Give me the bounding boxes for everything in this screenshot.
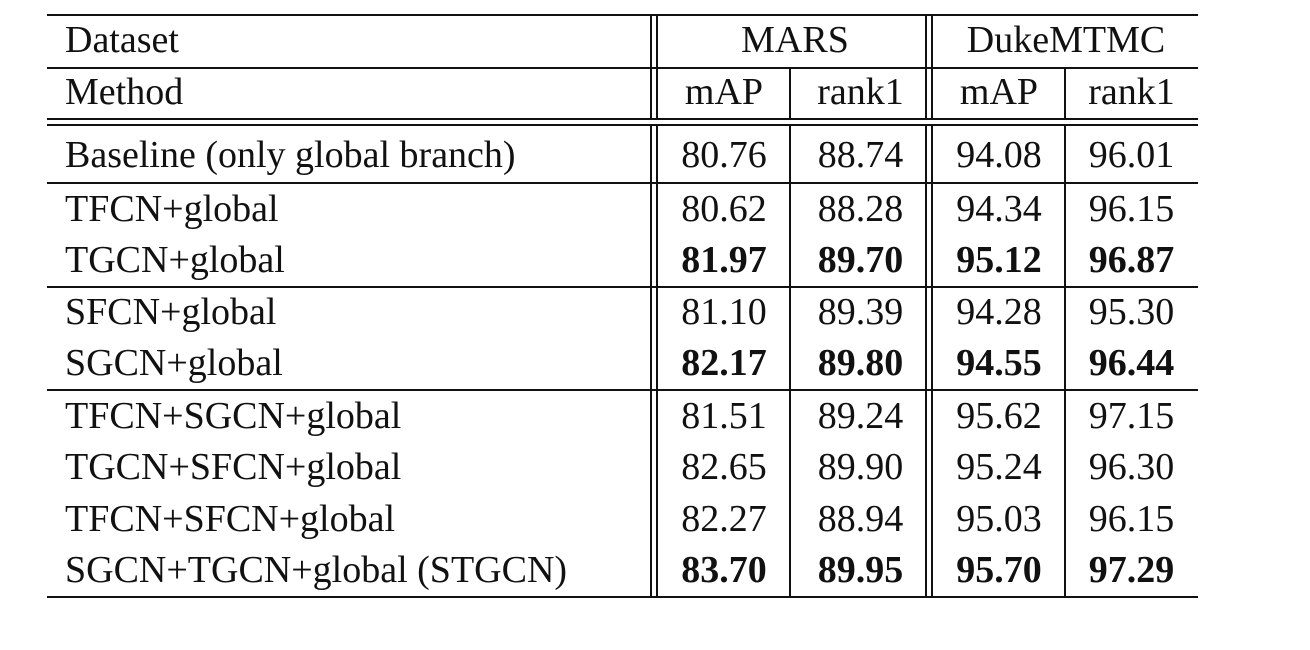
value-cell: 83.70 xyxy=(681,549,767,591)
value-cell: 95.03 xyxy=(956,498,1042,540)
vrule-duke-inner xyxy=(1064,124,1066,598)
header-bottom-rule-1 xyxy=(47,118,1198,120)
value-cell: 97.29 xyxy=(1088,549,1175,591)
value-cell: 95.70 xyxy=(956,549,1042,591)
vrule-method-a xyxy=(650,124,652,598)
vrule-mars-inner-top xyxy=(789,67,791,120)
value-cell: 88.28 xyxy=(817,188,904,230)
value-cell: 96.15 xyxy=(1088,498,1175,540)
vrule-method-b xyxy=(656,124,658,598)
value-cell: 96.15 xyxy=(1088,188,1175,230)
top-rule xyxy=(47,14,1198,16)
value-cell: 94.55 xyxy=(956,342,1042,384)
vrule-method-b-top xyxy=(656,14,658,120)
value-cell: 95.30 xyxy=(1088,291,1175,333)
value-cell: 88.74 xyxy=(817,134,904,176)
mars-rank1-header: rank1 xyxy=(817,71,904,113)
value-cell: 89.95 xyxy=(817,549,904,591)
group-rule-1 xyxy=(47,182,1198,184)
vrule-mars-duke-a-top xyxy=(925,14,927,120)
method-cell: SGCN+global xyxy=(65,342,283,384)
value-cell: 96.30 xyxy=(1088,446,1175,488)
bottom-rule xyxy=(47,596,1198,598)
value-cell: 81.51 xyxy=(681,395,767,437)
vrule-mars-duke-a xyxy=(925,124,927,598)
value-cell: 82.27 xyxy=(681,498,767,540)
value-cell: 94.34 xyxy=(956,188,1042,230)
vrule-method-a-top xyxy=(650,14,652,120)
value-cell: 82.17 xyxy=(681,342,767,384)
method-cell: TGCN+global xyxy=(65,239,285,281)
header-mid-rule xyxy=(47,67,1198,69)
value-cell: 95.24 xyxy=(956,446,1042,488)
mars-group-header: MARS xyxy=(741,19,849,61)
value-cell: 89.24 xyxy=(817,395,904,437)
method-cell: TFCN+SFCN+global xyxy=(65,498,396,540)
value-cell: 82.65 xyxy=(681,446,767,488)
vrule-mars-duke-b xyxy=(931,124,933,598)
dataset-header: Dataset xyxy=(65,19,179,61)
vrule-mars-duke-b-top xyxy=(931,14,933,120)
value-cell: 80.62 xyxy=(681,188,767,230)
group-rule-2 xyxy=(47,286,1198,288)
value-cell: 89.39 xyxy=(817,291,904,333)
value-cell: 89.90 xyxy=(817,446,904,488)
value-cell: 95.62 xyxy=(956,395,1042,437)
value-cell: 97.15 xyxy=(1088,395,1175,437)
method-cell: TFCN+global xyxy=(65,188,279,230)
duke-group-header: DukeMTMC xyxy=(966,19,1166,61)
header-bottom-rule-2 xyxy=(47,124,1198,126)
method-cell: Baseline (only global branch) xyxy=(65,134,516,176)
method-header: Method xyxy=(65,71,184,113)
value-cell: 95.12 xyxy=(956,239,1042,281)
value-cell: 94.08 xyxy=(956,134,1042,176)
value-cell: 96.44 xyxy=(1088,342,1175,384)
method-cell: SFCN+global xyxy=(65,291,277,333)
method-cell: TFCN+SGCN+global xyxy=(65,395,402,437)
vrule-mars-inner xyxy=(789,124,791,598)
vrule-duke-inner-top xyxy=(1064,67,1066,120)
value-cell: 81.10 xyxy=(681,291,767,333)
duke-rank1-header: rank1 xyxy=(1088,71,1175,113)
value-cell: 94.28 xyxy=(956,291,1042,333)
method-cell: SGCN+TGCN+global (STGCN) xyxy=(65,549,568,591)
mars-map-header: mAP xyxy=(684,71,764,113)
duke-map-header: mAP xyxy=(959,71,1039,113)
value-cell: 96.01 xyxy=(1088,134,1175,176)
value-cell: 88.94 xyxy=(817,498,904,540)
value-cell: 80.76 xyxy=(681,134,767,176)
value-cell: 89.80 xyxy=(817,342,904,384)
value-cell: 96.87 xyxy=(1088,239,1175,281)
value-cell: 81.97 xyxy=(681,239,767,281)
group-rule-3 xyxy=(47,389,1198,391)
method-cell: TGCN+SFCN+global xyxy=(65,446,402,488)
value-cell: 89.70 xyxy=(817,239,904,281)
